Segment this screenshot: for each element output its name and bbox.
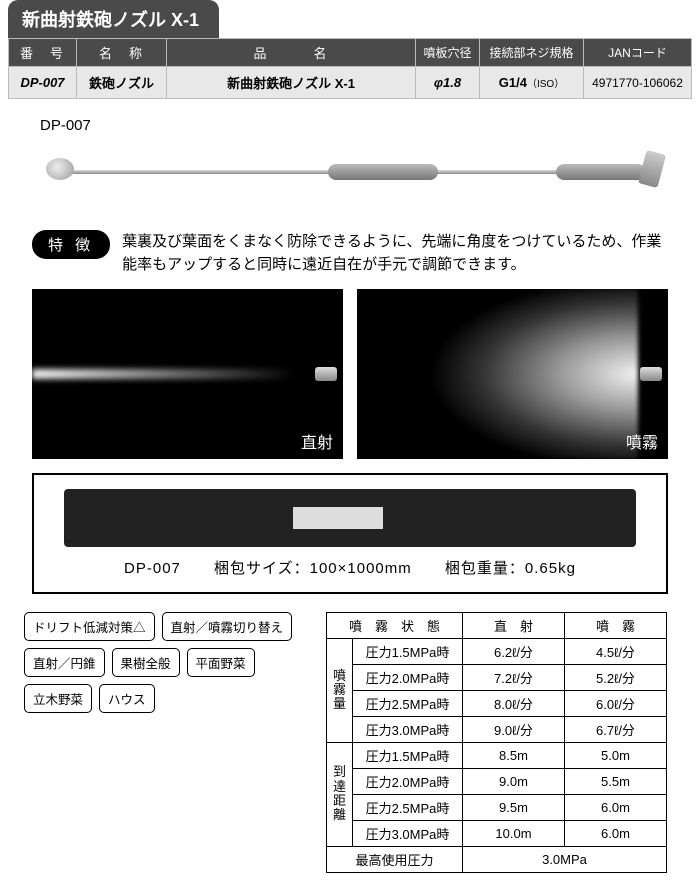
cell-hole: φ1.8 [416,67,480,99]
perf-jet: 9.0m [463,768,565,794]
packaging-box: DP-007 梱包サイズ：100×1000mm 梱包重量：0.65kg [32,473,668,594]
perf-mist: 6.0ℓ/分 [565,690,667,716]
perf-mist: 5.0m [565,742,667,768]
performance-table: 噴 霧 状 態 直 射 噴 霧 噴霧量圧力1.5MPa時6.2ℓ/分4.5ℓ/分… [326,612,667,873]
perf-row: 圧力3.0MPa時9.0ℓ/分6.7ℓ/分 [327,716,667,742]
spec-table: 番 号 名 称 品 名 噴板穴径 接続部ネジ規格 JANコード DP-007 鉄… [8,38,692,99]
nozzle-icon [303,359,337,389]
perf-th-jet: 直 射 [463,612,565,638]
spray-image-jet: 直射 [32,289,343,459]
perf-cond: 圧力3.0MPa時 [353,716,463,742]
perf-row: 圧力2.5MPa時8.0ℓ/分6.0ℓ/分 [327,690,667,716]
perf-max-value: 3.0MPa [463,846,667,872]
tag: 直射／円錐 [24,648,105,677]
product-title: 新曲射鉄砲ノズル X-1 [8,0,219,38]
perf-jet: 10.0m [463,820,565,846]
perf-mist: 6.7ℓ/分 [565,716,667,742]
perf-mist: 6.0m [565,820,667,846]
perf-cond: 圧力1.5MPa時 [353,742,463,768]
perf-cond: 圧力2.0MPa時 [353,768,463,794]
tag: 直射／噴霧切り替え [162,612,293,641]
th-product: 品 名 [167,39,416,67]
perf-cond: 圧力2.0MPa時 [353,664,463,690]
perf-row: 圧力2.5MPa時9.5m6.0m [327,794,667,820]
perf-cond: 圧力2.5MPa時 [353,794,463,820]
tag: ハウス [99,684,155,713]
th-thread: 接続部ネジ規格 [480,39,584,67]
th-jan: JANコード [584,39,692,67]
cell-code: DP-007 [9,67,77,99]
nozzle-icon [628,359,662,389]
product-illustration [28,142,672,202]
th-code: 番 号 [9,39,77,67]
perf-group-label: 噴霧量 [327,638,353,742]
perf-jet: 9.5m [463,794,565,820]
feature-pill: 特 徴 [32,230,110,259]
perf-max-label: 最高使用圧力 [327,846,463,872]
perf-group-label: 到達距離 [327,742,353,846]
grip-icon [328,164,438,180]
endcap-icon [638,150,666,188]
cell-jan: 4971770-106062 [584,67,692,99]
feature-text: 葉裏及び葉面をくまなく防除できるように、先端に角度をつけているため、作業能率もア… [122,230,668,277]
perf-jet: 9.0ℓ/分 [463,716,565,742]
perf-th-mist: 噴 霧 [565,612,667,638]
nozzle-head-icon [46,158,74,180]
spray-label-jet: 直射 [301,429,333,453]
perf-cond: 圧力1.5MPa時 [353,638,463,664]
perf-jet: 8.0ℓ/分 [463,690,565,716]
perf-jet: 8.5m [463,742,565,768]
spray-label-mist: 噴霧 [626,429,658,453]
th-hole: 噴板穴径 [416,39,480,67]
perf-mist: 4.5ℓ/分 [565,638,667,664]
perf-cond: 圧力3.0MPa時 [353,820,463,846]
cell-name: 鉄砲ノズル [77,67,167,99]
perf-mist: 5.5m [565,768,667,794]
tag: ドリフト低減対策△ [24,612,155,641]
packaging-image [64,489,636,547]
spray-image-mist: 噴霧 [357,289,668,459]
product-code-label: DP-007 [40,117,692,134]
perf-mist: 5.2ℓ/分 [565,664,667,690]
perf-cond: 圧力2.5MPa時 [353,690,463,716]
tag: 平面野菜 [187,648,255,677]
perf-row: 圧力2.0MPa時7.2ℓ/分5.2ℓ/分 [327,664,667,690]
perf-th-state: 噴 霧 状 態 [327,612,463,638]
tag-list: ドリフト低減対策△直射／噴霧切り替え直射／円錐果樹全般平面野菜立木野菜ハウス [24,612,316,713]
th-name: 名 称 [77,39,167,67]
cell-product: 新曲射鉄砲ノズル X-1 [167,67,416,99]
perf-row: 噴霧量圧力1.5MPa時6.2ℓ/分4.5ℓ/分 [327,638,667,664]
perf-row: 圧力3.0MPa時10.0m6.0m [327,820,667,846]
perf-mist: 6.0m [565,794,667,820]
perf-row: 到達距離圧力1.5MPa時8.5m5.0m [327,742,667,768]
grip-icon [556,164,646,180]
perf-jet: 7.2ℓ/分 [463,664,565,690]
tag: 立木野菜 [24,684,92,713]
tag: 果樹全般 [112,648,180,677]
perf-jet: 6.2ℓ/分 [463,638,565,664]
packaging-text: DP-007 梱包サイズ：100×1000mm 梱包重量：0.65kg [52,557,648,578]
spec-row: DP-007 鉄砲ノズル 新曲射鉄砲ノズル X-1 φ1.8 G1/4（ISO）… [9,67,692,99]
perf-row: 圧力2.0MPa時9.0m5.5m [327,768,667,794]
cell-thread: G1/4（ISO） [480,67,584,99]
